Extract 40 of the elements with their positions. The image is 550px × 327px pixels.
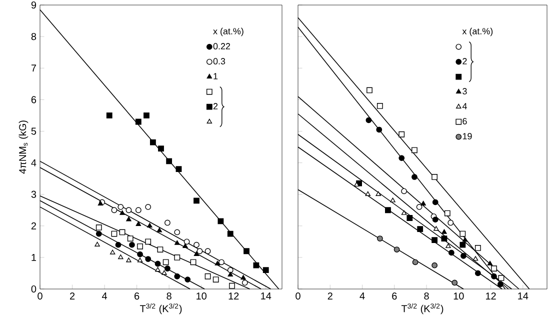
legend-label: 1 <box>214 73 218 80</box>
legend-label: 19 <box>462 133 472 140</box>
x-tick-label: 0 <box>38 292 42 300</box>
legend-title: x (at.%) <box>213 28 244 36</box>
x-tick-label: 14 <box>261 292 272 300</box>
x-tick-label: 12 <box>486 292 496 300</box>
y-tick-label: 5 <box>31 128 36 135</box>
legend-label: 0.22 <box>213 43 230 50</box>
x-tick-label: 10 <box>454 292 464 300</box>
x-tick-label: 12 <box>228 292 239 300</box>
y-axis-title: 4πNM$_{s}$ (kG) <box>18 120 28 174</box>
x-tick-label: 2 <box>70 292 75 300</box>
y-tick-label: 6 <box>31 96 36 104</box>
x-tick-label: 4 <box>102 292 108 300</box>
legend-title: x (at.%) <box>462 28 493 36</box>
legend-label: 3 <box>462 88 467 94</box>
y-tick-label: 2 <box>31 222 36 230</box>
x-tick-label: 2 <box>328 292 332 300</box>
legend-label: 0.3 <box>213 58 226 64</box>
x-tick-label: 6 <box>392 292 397 300</box>
y-tick-label: 3 <box>31 190 36 198</box>
legend-label: 6 <box>462 118 467 124</box>
x-tick-label: 8 <box>424 292 429 300</box>
x-tick-label: 4 <box>360 292 365 300</box>
y-tick-label: 4 <box>31 159 36 166</box>
x-axis-title: T$^{3/2}$ (K$^{3/2}$) <box>401 303 444 314</box>
y-tick-label: 9 <box>31 1 36 9</box>
x-tick-label: 14 <box>518 292 528 300</box>
y-tick-label: 8 <box>31 33 36 40</box>
x-tick-label: 8 <box>166 292 172 300</box>
x-tick-label: 6 <box>134 292 140 300</box>
y-tick-label: 7 <box>31 64 36 72</box>
legend-label: 4 <box>462 103 467 110</box>
y-tick-label: 1 <box>32 254 36 261</box>
legend-label: 2 <box>213 103 218 110</box>
x-tick-label: 10 <box>196 292 206 300</box>
x-tick-label: 0 <box>296 292 300 300</box>
y-tick-label: 0 <box>31 285 36 293</box>
legend-label: 2 <box>462 58 467 64</box>
x-axis-title: T$^{3/2}$ (K$^{3/2}$) <box>140 303 182 314</box>
